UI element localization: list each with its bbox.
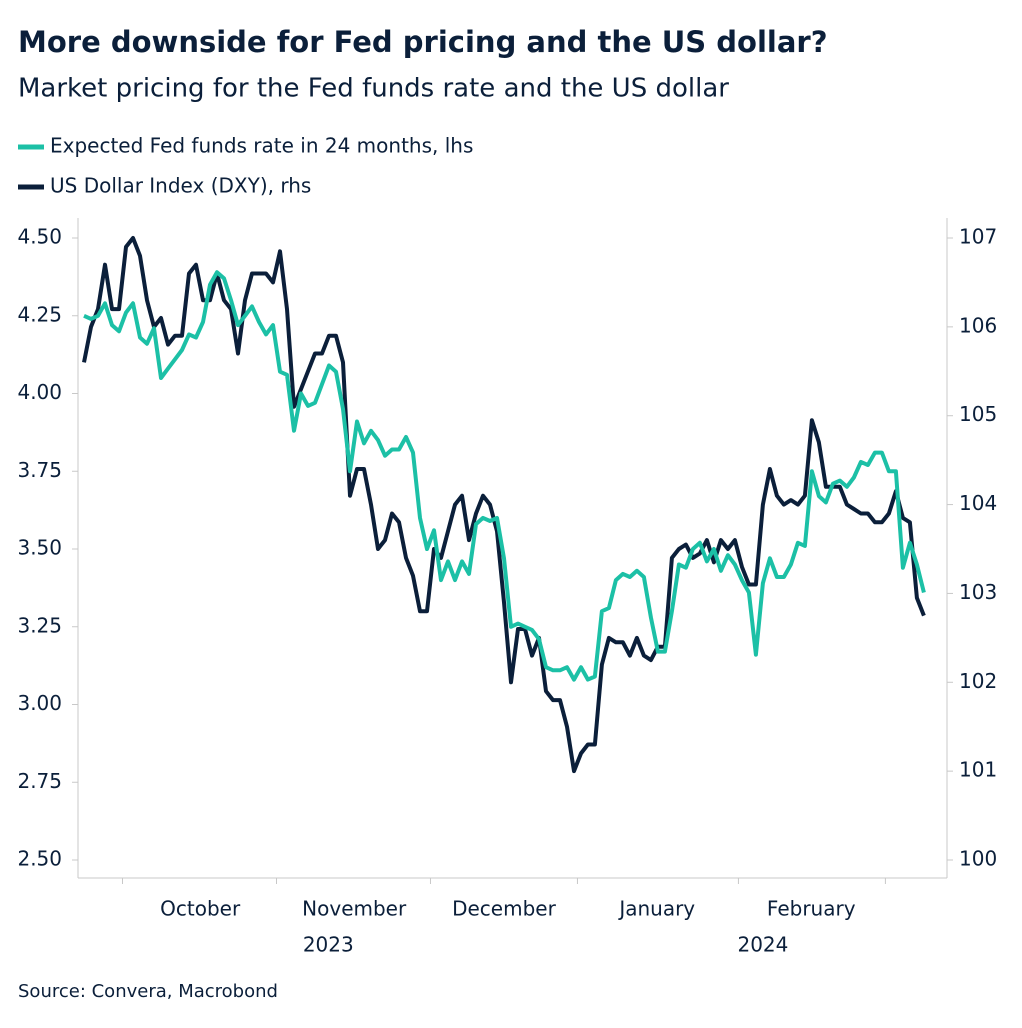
y-tick-label: 2.50 (17, 847, 62, 871)
series-line (83, 270, 926, 682)
month-label: December (452, 897, 556, 921)
legend-label: US Dollar Index (DXY), rhs (50, 174, 311, 198)
legend-label: Expected Fed funds rate in 24 months, lh… (50, 134, 473, 158)
y2-tick-label: 100 (959, 847, 997, 871)
y-tick-label: 4.25 (17, 302, 62, 326)
month-label: February (767, 897, 856, 921)
y-tick-label: 3.25 (17, 613, 62, 637)
y2-tick-label: 104 (959, 491, 997, 515)
source: Source: Convera, Macrobond (18, 981, 278, 1002)
chart-subtitle: Market pricing for the Fed funds rate an… (18, 74, 729, 104)
y2-tick-label: 107 (959, 225, 997, 249)
year-label: 2024 (737, 933, 788, 957)
y2-tick-label: 103 (959, 580, 997, 604)
month-label: November (302, 897, 407, 921)
y2-tick-label: 105 (959, 402, 997, 426)
y2-tick-label: 106 (959, 313, 997, 337)
y-tick-label: 3.75 (17, 458, 62, 482)
month-label: January (617, 897, 695, 921)
y-tick-label: 4.50 (17, 225, 62, 249)
chart-title: More downside for Fed pricing and the US… (18, 25, 828, 59)
y-tick-label: 3.50 (17, 536, 62, 560)
y-tick-label: 2.75 (17, 769, 62, 793)
y2-tick-label: 101 (959, 758, 997, 782)
year-label: 2023 (303, 933, 354, 957)
month-label: October (160, 897, 241, 921)
y2-tick-label: 102 (959, 669, 997, 693)
series-line (82, 236, 926, 774)
y-tick-label: 3.00 (17, 691, 62, 715)
y-tick-label: 4.00 (17, 380, 62, 404)
